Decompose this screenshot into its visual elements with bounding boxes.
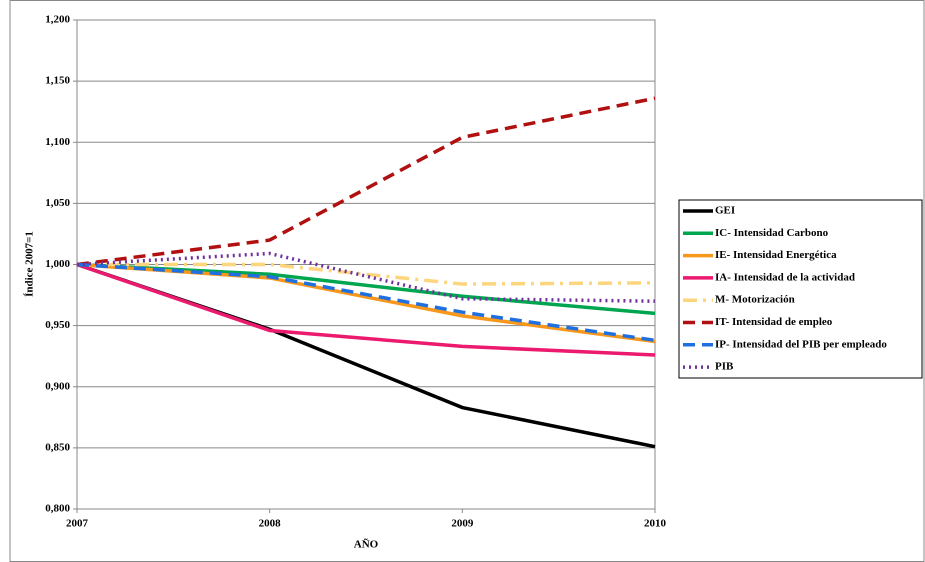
y-tick-label: 1,100 bbox=[45, 136, 70, 148]
x-axis-label: AÑO bbox=[354, 539, 379, 551]
y-axis-label: Índice 2007=1 bbox=[24, 231, 36, 297]
legend-label: GEI bbox=[715, 205, 735, 217]
y-tick-label: 1,000 bbox=[45, 258, 70, 270]
y-tick-label: 1,050 bbox=[45, 197, 70, 209]
series-line bbox=[76, 96, 656, 267]
y-tick-label: 0,800 bbox=[45, 503, 70, 515]
series-line bbox=[76, 262, 656, 343]
series-line bbox=[77, 262, 656, 286]
x-tick-label: 2010 bbox=[644, 518, 667, 530]
series-line bbox=[76, 262, 656, 357]
y-tick-label: 0,950 bbox=[45, 319, 70, 331]
series-line bbox=[76, 251, 656, 303]
legend-label: M- Motorización bbox=[715, 294, 795, 306]
x-tick-label: 2009 bbox=[451, 518, 474, 530]
legend-label: IC- Intensidad Carbono bbox=[715, 227, 829, 239]
y-tick-label: 0,850 bbox=[45, 441, 70, 453]
legend-label: IT- Intensidad de empleo bbox=[715, 316, 833, 328]
y-tick-label: 1,150 bbox=[45, 75, 70, 87]
legend-box bbox=[678, 199, 923, 379]
legend-label: PIB bbox=[715, 361, 734, 373]
legend-label: IE- Intensidad Energética bbox=[715, 249, 837, 261]
y-tick-label: 1,200 bbox=[45, 14, 70, 26]
x-tick-label: 2008 bbox=[259, 518, 282, 530]
x-tick-label: 2007 bbox=[66, 518, 89, 530]
legend-label: IP- Intensidad del PIB per empleado bbox=[715, 338, 887, 350]
y-tick-label: 0,900 bbox=[45, 380, 70, 392]
legend-label: IA- Intensidad de la actividad bbox=[715, 271, 855, 283]
